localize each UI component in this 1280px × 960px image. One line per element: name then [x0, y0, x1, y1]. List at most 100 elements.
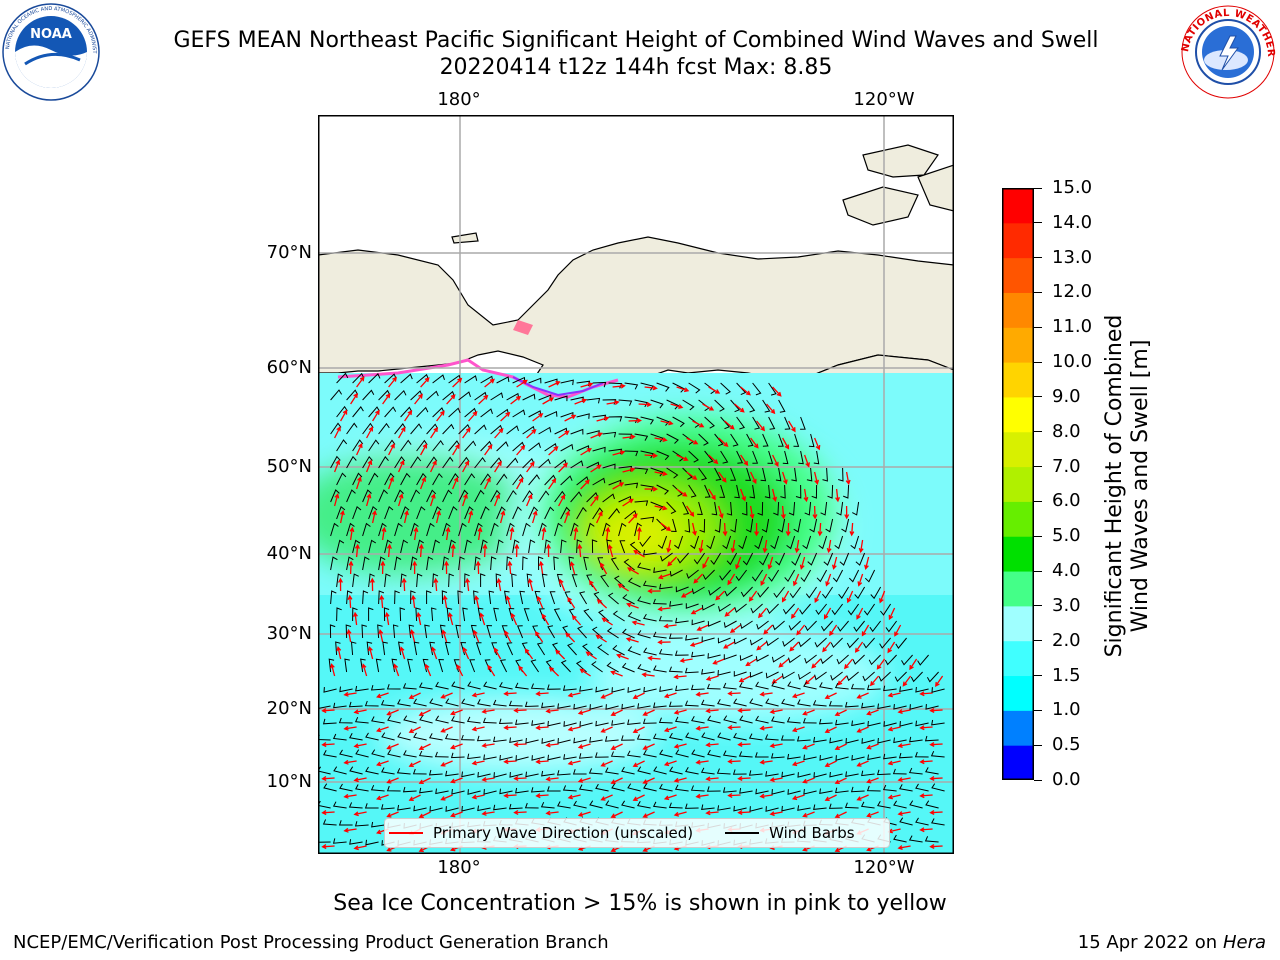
- wind-barb: [530, 683, 545, 690]
- wind-barb: [700, 767, 715, 775]
- wind-barb: [384, 472, 395, 486]
- wave-direction-arrow: [856, 760, 869, 767]
- wind-barb: [368, 607, 374, 621]
- wave-direction-arrow: [897, 777, 911, 783]
- wave-direction-arrow: [610, 743, 623, 750]
- wind-barb: [749, 484, 756, 499]
- wave-direction-arrow: [729, 624, 741, 634]
- wind-barb: [714, 433, 724, 447]
- wave-direction-arrow: [372, 409, 380, 422]
- wave-direction-arrow: [386, 811, 399, 818]
- map-panel: [318, 115, 954, 854]
- wave-direction-arrow: [527, 578, 534, 592]
- wind-barb: [512, 539, 520, 554]
- wind-barb: [718, 603, 731, 612]
- wind-barb: [352, 406, 364, 418]
- wind-barb: [496, 376, 510, 384]
- wind-barb: [803, 788, 817, 795]
- colorbar-tick-mark: [1034, 640, 1042, 642]
- wind-barb: [684, 667, 699, 674]
- wind-barb: [668, 633, 683, 639]
- wind-barb: [318, 800, 331, 809]
- wave-direction-arrow: [771, 488, 778, 503]
- wind-barb: [752, 382, 762, 396]
- wind-barb: [624, 382, 639, 390]
- colorbar-tick-mark: [1034, 500, 1042, 502]
- wind-barb: [668, 802, 683, 809]
- wave-direction-arrow: [348, 560, 354, 575]
- wind-barb: [557, 801, 571, 809]
- colorbar-label: Significant Height of Combined Wind Wave…: [1102, 236, 1154, 736]
- wind-barb: [773, 586, 785, 599]
- wind-barb: [416, 439, 428, 452]
- wave-direction-arrow: [769, 811, 783, 817]
- wind-barb: [735, 569, 747, 582]
- wind-barb: [416, 406, 429, 418]
- wave-direction-arrow: [879, 590, 886, 604]
- wind-barb: [749, 671, 763, 678]
- wind-barb: [699, 518, 706, 533]
- wind-barb: [691, 586, 705, 595]
- wind-barb: [410, 456, 422, 469]
- wind-barb: [444, 733, 459, 741]
- wind-barb: [650, 501, 664, 511]
- wave-direction-arrow: [450, 743, 463, 750]
- wave-direction-arrow: [450, 709, 463, 716]
- wind-barb: [506, 522, 515, 537]
- wave-direction-arrow: [695, 691, 709, 697]
- wind-barb: [736, 450, 744, 464]
- wind-barb: [493, 736, 507, 743]
- wind-barb: [477, 699, 491, 707]
- lon-label-top-120w: 120°W: [853, 89, 915, 110]
- wind-barb: [394, 489, 404, 503]
- wind-barb: [855, 552, 866, 566]
- wind-barb: [778, 433, 784, 447]
- wind-barb: [496, 539, 504, 554]
- wind-barb: [553, 556, 559, 571]
- wave-direction-arrow: [812, 505, 818, 520]
- wave-direction-arrow: [617, 583, 629, 592]
- wind-barb: [850, 683, 865, 690]
- wind-barb: [814, 637, 827, 648]
- wind-barb: [378, 389, 391, 401]
- wind-barb: [368, 505, 378, 520]
- wind-barb: [899, 817, 913, 826]
- wave-direction-arrow: [526, 493, 533, 507]
- wind-barb: [771, 681, 785, 690]
- wind-barb: [570, 491, 583, 503]
- wind-barb: [717, 670, 731, 676]
- wind-barb: [511, 573, 517, 588]
- wind-barb: [674, 650, 689, 656]
- wind-barb: [336, 607, 342, 622]
- wind-barb: [745, 518, 754, 533]
- wind-barb: [691, 651, 705, 658]
- wind-barb: [669, 732, 683, 741]
- wave-direction-arrow: [398, 426, 406, 439]
- wind-barb: [402, 786, 417, 793]
- wind-barb: [836, 654, 849, 665]
- wind-barb: [579, 721, 593, 727]
- wind-barb: [880, 603, 892, 616]
- wind-barb: [724, 586, 737, 597]
- wave-direction-arrow: [636, 526, 642, 541]
- wave-direction-arrow: [513, 809, 527, 815]
- wind-barb: [834, 535, 844, 550]
- wave-direction-arrow: [897, 811, 911, 817]
- wave-direction-arrow: [573, 526, 579, 541]
- wind-barb: [791, 552, 802, 566]
- wind-barb: [464, 375, 478, 384]
- wind-barb: [726, 501, 733, 516]
- wind-barb: [767, 450, 774, 464]
- wave-direction-arrow: [339, 509, 345, 524]
- wind-barb: [754, 752, 769, 758]
- wind-barb: [482, 717, 497, 724]
- wind-barb: [352, 539, 361, 554]
- wind-barb: [693, 552, 706, 565]
- wind-barb: [666, 467, 679, 479]
- wind-barb: [714, 399, 725, 412]
- wind-barb: [869, 620, 881, 633]
- wave-direction-arrow: [628, 418, 642, 424]
- wind-barb: [675, 685, 689, 692]
- wind-barb: [611, 720, 625, 726]
- wind-barb: [383, 607, 390, 622]
